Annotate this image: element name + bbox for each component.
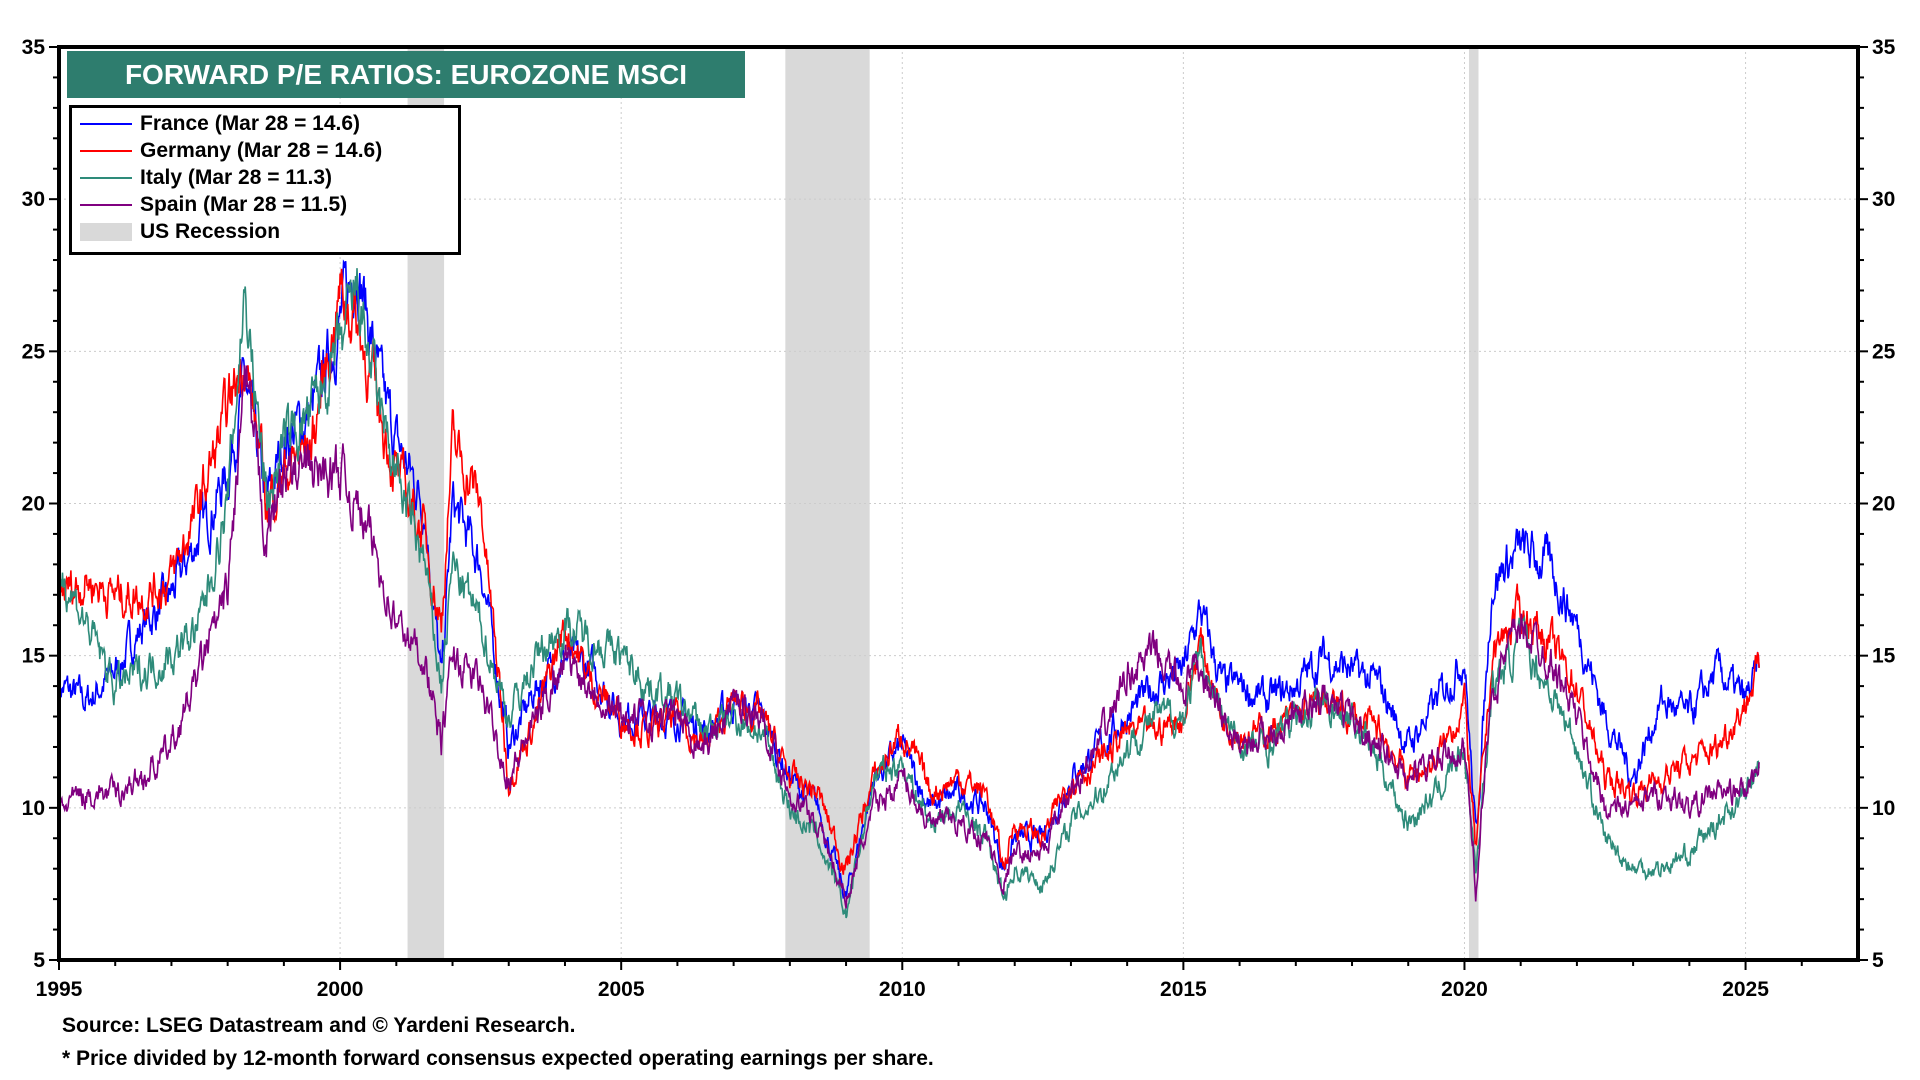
x-tick-label: 2025 (1722, 978, 1769, 1001)
y-tick-label-right: 5 (1872, 949, 1884, 972)
series-line-1 (58, 268, 1760, 875)
series-line-3 (58, 365, 1760, 909)
source-note: Source: LSEG Datastream and © Yardeni Re… (62, 1014, 576, 1037)
spain-swatch (80, 203, 132, 206)
series-line-0 (58, 259, 1760, 899)
legend-item-italy: Italy (Mar 28 = 11.3) (72, 164, 458, 191)
y-tick-label-left: 10 (22, 797, 45, 820)
y-tick-label-left: 35 (22, 36, 46, 59)
recession-swatch (80, 222, 132, 241)
legend-item-recession: US Recession (72, 218, 458, 245)
x-tick-label: 2005 (598, 978, 645, 1001)
y-tick-label-right: 20 (1872, 493, 1895, 516)
legend: France (Mar 28 = 14.6) Germany (Mar 28 =… (69, 105, 461, 255)
legend-item-germany: Germany (Mar 28 = 14.6) (72, 137, 458, 164)
recession-band (1468, 47, 1479, 960)
legend-item-france: France (Mar 28 = 14.6) (72, 110, 458, 137)
france-swatch (80, 122, 132, 125)
series-line-2 (58, 268, 1760, 919)
y-tick-label-right: 30 (1872, 188, 1895, 211)
legend-label: Germany (Mar 28 = 14.6) (140, 138, 383, 162)
recession-band (785, 47, 870, 960)
y-tick-label-right: 25 (1872, 340, 1896, 363)
legend-label: US Recession (140, 219, 281, 243)
legend-item-spain: Spain (Mar 28 = 11.5) (72, 191, 458, 218)
y-tick-label-right: 15 (1872, 645, 1896, 668)
y-tick-label-left: 25 (22, 340, 46, 363)
italy-swatch (80, 176, 132, 179)
y-tick-label-right: 10 (1872, 797, 1895, 820)
y-tick-label-left: 20 (22, 493, 45, 516)
x-tick-label: 2020 (1441, 978, 1488, 1001)
y-tick-label-left: 30 (22, 188, 45, 211)
y-tick-label-right: 35 (1872, 36, 1896, 59)
x-tick-label: 2000 (317, 978, 364, 1001)
legend-label: Italy (Mar 28 = 11.3) (140, 165, 333, 189)
legend-label: Spain (Mar 28 = 11.5) (140, 192, 348, 216)
x-tick-label: 2010 (879, 978, 926, 1001)
chart-title: FORWARD P/E RATIOS: EUROZONE MSCI (67, 51, 745, 98)
y-tick-label-left: 5 (33, 949, 45, 972)
legend-label: France (Mar 28 = 14.6) (140, 111, 361, 135)
x-tick-label: 1995 (36, 978, 83, 1001)
germany-swatch (80, 149, 132, 152)
x-tick-label: 2015 (1160, 978, 1207, 1001)
footnote: * Price divided by 12-month forward cons… (62, 1047, 934, 1070)
y-tick-label-left: 15 (22, 645, 46, 668)
series-lines (58, 259, 1760, 919)
